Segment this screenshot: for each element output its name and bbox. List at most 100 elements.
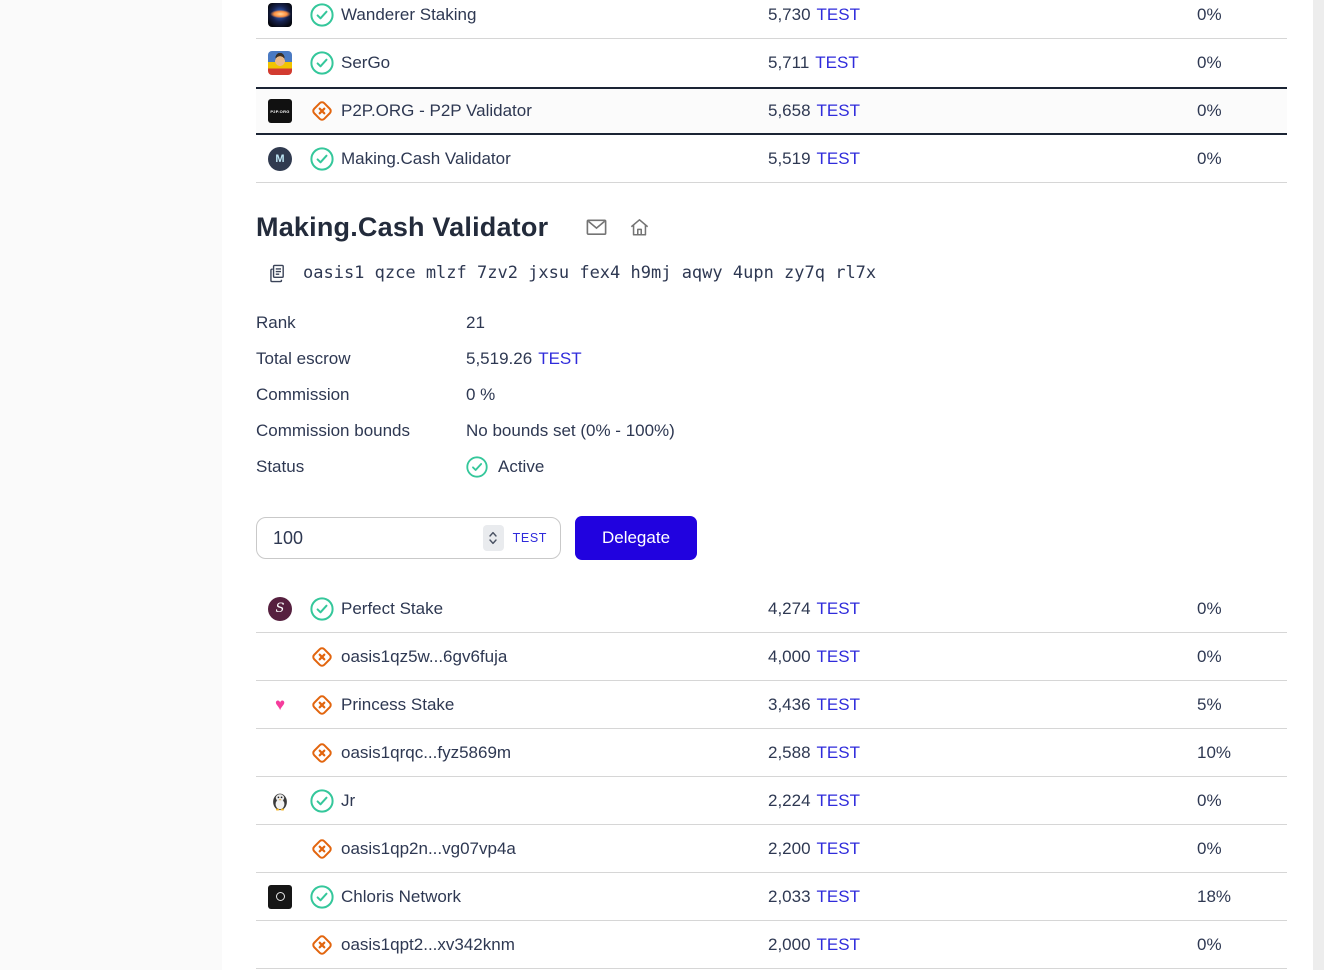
validator-detail-header: Making.Cash Validator [256, 207, 1287, 247]
escrow-amount: 5,711 [768, 53, 810, 72]
token-link[interactable]: TEST [816, 790, 860, 810]
status-cell [310, 146, 341, 171]
amount-input[interactable]: 100 TEST [256, 517, 561, 559]
avatar-cell [256, 884, 310, 909]
token-link[interactable]: TEST [816, 694, 860, 714]
escrow-cell: 4,000 TEST [768, 647, 1197, 667]
fee-percent: 0% [1197, 646, 1222, 666]
field-label: Status [256, 457, 305, 476]
escrow-cell: 5,730 TEST [768, 5, 1197, 25]
validator-row[interactable]: P2P.ORG P2P.ORG - P2P Validator 5,658 TES… [256, 87, 1287, 135]
escrow-cell: 2,200 TEST [768, 839, 1197, 859]
token-link[interactable]: TEST [815, 53, 859, 72]
chloris-logo-avatar [268, 884, 292, 909]
validator-name: SerGo [341, 53, 391, 72]
validator-row[interactable]: Chloris Network 2,033 TEST 18% [256, 873, 1287, 921]
currency-label: TEST [512, 531, 547, 545]
delegate-form: 100 TEST Delegate [256, 516, 1287, 560]
token-link[interactable]: TEST [816, 598, 860, 618]
validator-row[interactable]: oasis1qp2n...vg07vp4a 2,200 TEST 0% [256, 825, 1287, 873]
avatar-cell: S [256, 596, 310, 621]
validator-name: Chloris Network [341, 886, 461, 906]
escrow-cell: 5,711 TEST [768, 53, 1197, 73]
validator-row[interactable]: SerGo 5,711 TEST 0% [256, 39, 1287, 87]
fee-percent: 10% [1197, 742, 1232, 762]
status-cell [310, 741, 341, 765]
validator-row[interactable]: S Perfect Stake 4,274 TEST 0% [256, 585, 1287, 633]
checkmark-circle-icon [310, 146, 334, 171]
validator-row[interactable]: Wanderer Staking 5,730 TEST 0% [256, 0, 1287, 39]
delegate-button[interactable]: Delegate [575, 516, 697, 560]
token-link[interactable]: TEST [538, 349, 582, 368]
validator-name: Making.Cash Validator [341, 148, 511, 168]
copy-address-icon[interactable] [267, 263, 288, 284]
detail-field-row: Commission bounds No bounds set (0% - 10… [256, 413, 1287, 449]
detail-field-row: Status Active [256, 449, 1287, 485]
token-link[interactable]: TEST [816, 101, 860, 120]
field-value: No bounds set (0% - 100%) [466, 421, 675, 440]
validator-address: oasis1 qzce mlzf 7zv2 jxsu fex4 h9mj aqw… [303, 263, 877, 283]
escrow-cell: 2,224 TEST [768, 791, 1197, 811]
email-icon[interactable] [585, 216, 608, 239]
token-link[interactable]: TEST [816, 148, 860, 168]
avatar-cell [256, 789, 310, 813]
heart-avatar: ♥ [274, 694, 286, 714]
validator-row[interactable]: ♥ Princess Stake 3,436 TEST 5% [256, 681, 1287, 729]
diamond-x-icon [310, 693, 334, 717]
escrow-cell: 2,033 TEST [768, 887, 1197, 907]
validator-row[interactable]: oasis1qrqc...fyz5869m 2,588 TEST 10% [256, 729, 1287, 777]
amount-stepper-icon[interactable] [482, 525, 504, 551]
token-link[interactable]: TEST [816, 4, 860, 24]
status-cell [310, 788, 341, 813]
avatar-cell [256, 741, 310, 765]
token-link[interactable]: TEST [816, 934, 860, 954]
field-value-wrap: Active [466, 456, 1287, 478]
validator-name: Perfect Stake [341, 598, 444, 618]
token-link[interactable]: TEST [816, 886, 860, 906]
field-value: 0 % [466, 385, 496, 404]
amount-value[interactable]: 100 [273, 527, 304, 548]
validator-row[interactable]: oasis1qpt2...xv342knm 2,000 TEST 0% [256, 921, 1287, 969]
escrow-amount: 3,436 [768, 694, 811, 714]
status-cell [310, 645, 341, 669]
validators-table-top: Wanderer Staking 5,730 TEST 0% SerGo 5,71… [256, 0, 1287, 183]
escrow-amount: 4,274 [768, 598, 811, 618]
escrow-cell: 3,436 TEST [768, 695, 1197, 715]
fee-percent: 0% [1197, 934, 1222, 954]
scrollbar-track[interactable] [1313, 0, 1324, 970]
avatar-cell [256, 2, 310, 27]
status-cell [310, 693, 341, 717]
token-link[interactable]: TEST [816, 646, 860, 666]
validator-row[interactable]: oasis1qz5w...6gv6fuja 4,000 TEST 0% [256, 633, 1287, 681]
validator-row[interactable]: Jr 2,224 TEST 0% [256, 777, 1287, 825]
escrow-amount: 5,519 [768, 148, 811, 168]
status-cell [310, 884, 341, 909]
avatar-cell [256, 933, 310, 957]
field-label: Commission bounds [256, 421, 411, 440]
validator-name: oasis1qz5w...6gv6fuja [341, 646, 508, 666]
penguin-avatar [268, 789, 292, 813]
field-value: 21 [466, 313, 485, 332]
validator-title: Making.Cash Validator [256, 211, 549, 242]
status-cell [310, 2, 341, 27]
status-cell [310, 99, 341, 123]
website-home-icon[interactable] [628, 216, 651, 239]
token-link[interactable]: TEST [816, 742, 860, 762]
perfect-stake-logo-avatar: S [268, 596, 292, 621]
fee-percent: 5% [1197, 694, 1222, 714]
field-value-wrap: 21 [466, 313, 1287, 333]
field-value: Active [498, 457, 545, 476]
field-value: 5,519.26 [466, 349, 533, 368]
fee-percent: 0% [1197, 148, 1222, 168]
checkmark-circle-icon [310, 788, 334, 813]
field-value-wrap: No bounds set (0% - 100%) [466, 421, 1287, 441]
fee-percent: 18% [1197, 886, 1232, 906]
checkmark-circle-icon [310, 51, 334, 75]
status-cell [310, 596, 341, 621]
token-link[interactable]: TEST [816, 838, 860, 858]
main-content: Wanderer Staking 5,730 TEST 0% SerGo 5,71… [222, 0, 1313, 970]
validator-row[interactable]: M Making.Cash Validator 5,519 TEST 0% [256, 135, 1287, 183]
checkmark-circle-icon [466, 456, 488, 478]
field-label: Total escrow [256, 349, 351, 368]
field-value-wrap: 5,519.26 TEST [466, 349, 1287, 369]
